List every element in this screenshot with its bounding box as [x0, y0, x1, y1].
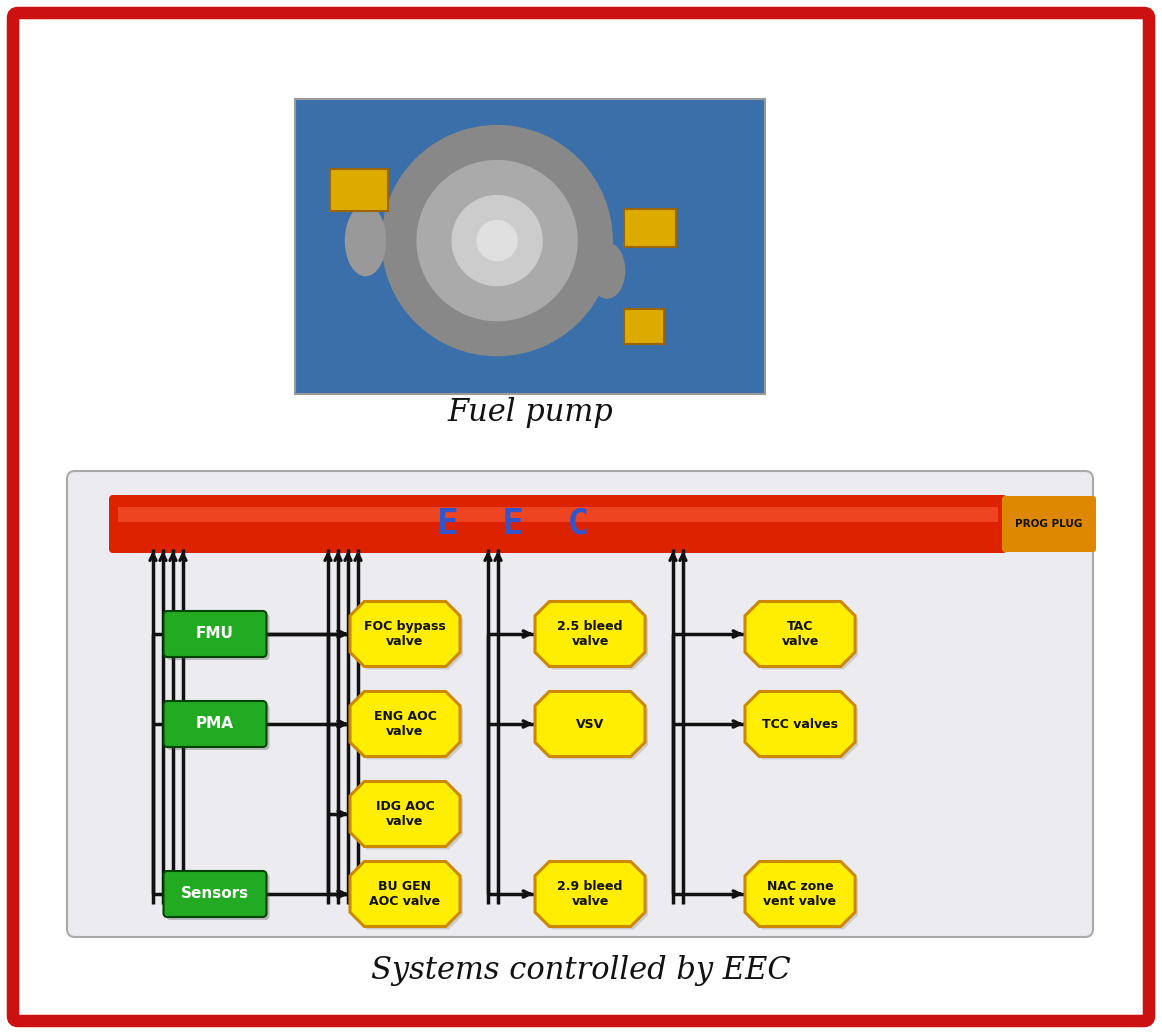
Text: FOC bypass
valve: FOC bypass valve	[364, 620, 446, 648]
Text: Fuel pump: Fuel pump	[447, 396, 612, 427]
Polygon shape	[538, 605, 648, 669]
Polygon shape	[745, 861, 855, 926]
Circle shape	[478, 220, 517, 261]
Ellipse shape	[345, 206, 386, 276]
Polygon shape	[748, 695, 858, 760]
Bar	[624, 309, 664, 344]
Polygon shape	[353, 605, 462, 669]
FancyBboxPatch shape	[1002, 496, 1096, 552]
Polygon shape	[535, 692, 645, 757]
Polygon shape	[353, 695, 462, 760]
Polygon shape	[745, 692, 855, 757]
Text: TCC valves: TCC valves	[762, 718, 838, 730]
Text: BU GEN
AOC valve: BU GEN AOC valve	[370, 880, 440, 908]
Text: IDG AOC
valve: IDG AOC valve	[375, 800, 435, 828]
Polygon shape	[350, 602, 460, 667]
FancyBboxPatch shape	[166, 614, 270, 660]
Text: 2.9 bleed
valve: 2.9 bleed valve	[558, 880, 623, 908]
FancyBboxPatch shape	[164, 611, 266, 657]
Text: Sensors: Sensors	[181, 886, 249, 902]
Polygon shape	[353, 785, 462, 850]
FancyBboxPatch shape	[13, 13, 1149, 1021]
Ellipse shape	[589, 243, 625, 298]
Text: E  E  C: E E C	[437, 507, 589, 541]
Polygon shape	[535, 602, 645, 667]
Polygon shape	[353, 864, 462, 930]
FancyBboxPatch shape	[166, 704, 270, 750]
Polygon shape	[350, 861, 460, 926]
FancyBboxPatch shape	[164, 871, 266, 917]
FancyBboxPatch shape	[109, 495, 1007, 553]
Circle shape	[382, 125, 612, 356]
Polygon shape	[538, 695, 648, 760]
Text: PROG PLUG: PROG PLUG	[1016, 519, 1083, 529]
Text: FMU: FMU	[196, 627, 234, 641]
Text: TAC
valve: TAC valve	[781, 620, 819, 648]
Bar	[119, 507, 998, 521]
Polygon shape	[350, 692, 460, 757]
Polygon shape	[535, 861, 645, 926]
Polygon shape	[745, 602, 855, 667]
Circle shape	[452, 195, 543, 285]
Polygon shape	[748, 605, 858, 669]
Circle shape	[417, 160, 578, 321]
Bar	[330, 170, 388, 211]
Text: 2.5 bleed
valve: 2.5 bleed valve	[558, 620, 623, 648]
FancyBboxPatch shape	[164, 701, 266, 747]
Text: VSV: VSV	[576, 718, 604, 730]
Text: ENG AOC
valve: ENG AOC valve	[373, 710, 437, 738]
FancyBboxPatch shape	[166, 874, 270, 920]
Bar	[624, 209, 676, 246]
Text: PMA: PMA	[196, 717, 234, 731]
Polygon shape	[538, 864, 648, 930]
Text: Systems controlled by EEC: Systems controlled by EEC	[371, 955, 791, 986]
FancyBboxPatch shape	[67, 472, 1093, 937]
Bar	[295, 99, 765, 394]
Text: NAC zone
vent valve: NAC zone vent valve	[763, 880, 837, 908]
Polygon shape	[350, 782, 460, 847]
Polygon shape	[748, 864, 858, 930]
